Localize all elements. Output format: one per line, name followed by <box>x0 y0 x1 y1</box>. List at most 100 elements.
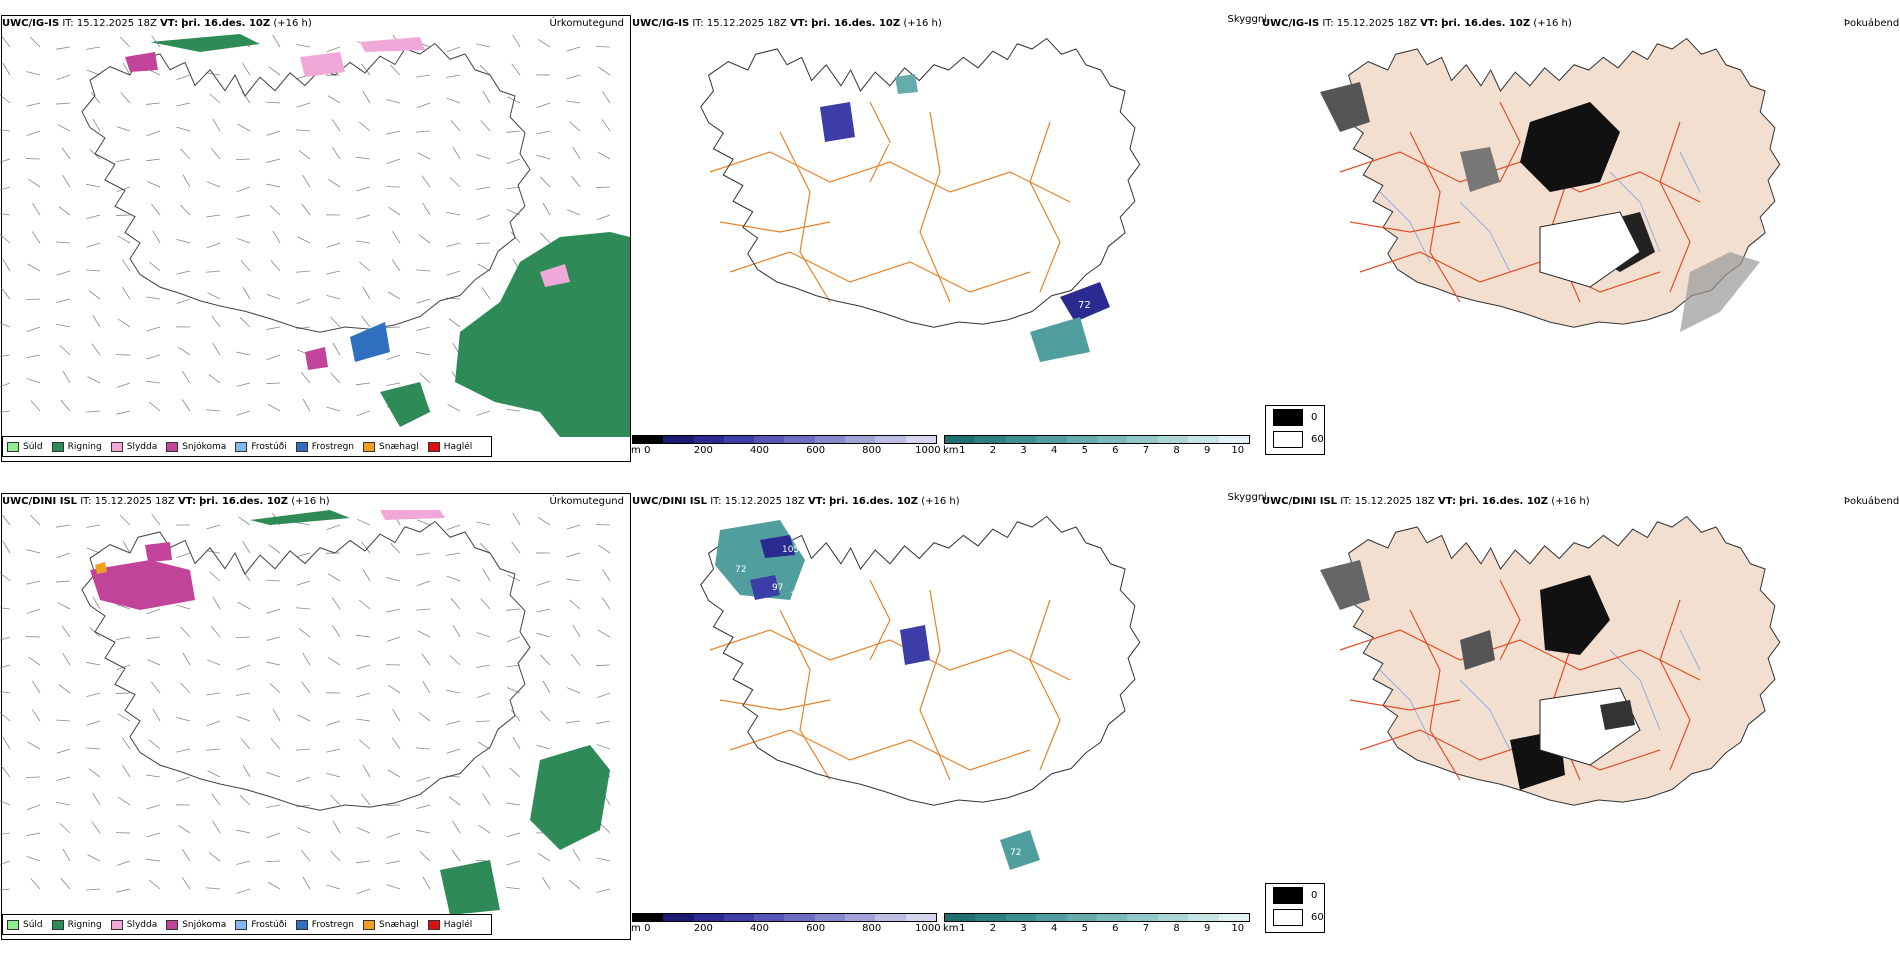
wind-barb <box>56 47 70 49</box>
wind-barb <box>567 525 580 529</box>
wind-barb <box>56 720 70 721</box>
wind-barb <box>296 44 310 47</box>
wind-barb <box>147 805 160 809</box>
snow-areas <box>125 52 328 370</box>
wind-barb <box>273 709 280 721</box>
wind-barb <box>32 231 40 243</box>
wind-barb <box>332 119 340 131</box>
wind-barb <box>61 400 70 411</box>
vis-value-label: 72 <box>1010 848 1021 858</box>
road <box>780 610 830 780</box>
wind-barb <box>602 119 610 131</box>
wind-barb <box>452 850 460 861</box>
colorbar-tick: 10 <box>1231 923 1244 934</box>
legend-item: Rigning <box>52 920 102 930</box>
it-label: IT: <box>1322 18 1333 29</box>
wind-barb <box>1 288 10 299</box>
wind-barb <box>206 693 220 695</box>
wind-barb <box>57 271 70 275</box>
wind-barb <box>392 231 400 243</box>
wind-barb <box>183 653 190 665</box>
wind-barb <box>243 287 250 299</box>
legend-item: Snjókoma <box>166 920 226 930</box>
wind-barb <box>56 581 70 582</box>
colorbar-strip <box>632 913 937 922</box>
wind-barb <box>56 242 70 243</box>
wind-barb <box>180 683 190 693</box>
wind-barb <box>56 103 70 104</box>
wind-barb <box>26 355 40 358</box>
fog-legend-label: 0 <box>1311 412 1317 423</box>
wind-barb <box>236 693 250 696</box>
wind-barb <box>117 861 130 866</box>
wind-barb <box>332 147 340 159</box>
wind-barb <box>240 317 250 327</box>
wind-barb <box>513 35 520 47</box>
panel-header: UWC/DINI ISL IT: 15.12.2025 18Z VT: þri.… <box>1262 496 1590 507</box>
wind-barb <box>59 207 70 215</box>
wind-barb <box>243 541 250 553</box>
wind-barb <box>420 373 430 383</box>
row-ig-is: UWC/IG-IS IT: 15.12.2025 18Z VT: þri. 16… <box>0 12 1900 482</box>
wind-barb <box>357 215 370 219</box>
wind-barb <box>118 319 130 327</box>
init-time: 15.12.2025 18Z <box>707 18 787 29</box>
colorbar-tick: 6 <box>1112 445 1118 456</box>
wind-barb <box>569 600 580 609</box>
legend-label: Snjókoma <box>182 442 226 452</box>
wind-barb <box>538 517 550 525</box>
wind-barb <box>543 203 550 215</box>
vt-label: VT: <box>1438 496 1456 507</box>
wind-barb <box>327 47 340 52</box>
wind-barb <box>507 861 520 865</box>
colorbar-unit: m <box>631 445 641 456</box>
it-label: IT: <box>62 18 73 29</box>
wind-barb <box>58 603 70 609</box>
wind-barb <box>3 63 10 75</box>
wind-barb <box>237 238 250 243</box>
wind-barb <box>0 355 10 357</box>
legend-label: Haglél <box>444 920 473 930</box>
wind-barb <box>63 653 70 665</box>
road <box>1030 600 1060 770</box>
wind-barb <box>386 131 400 134</box>
colorbar-tick: 3 <box>1020 923 1026 934</box>
wind-barb <box>147 833 160 837</box>
wind-barb <box>359 740 370 749</box>
wind-barb <box>122 737 130 749</box>
colorbar-tick: 8 <box>1173 445 1179 456</box>
legend-swatch <box>166 920 178 930</box>
wind-barb <box>356 241 370 243</box>
wind-barb <box>596 889 610 892</box>
wind-barb <box>303 399 310 411</box>
legend-label: Frostregn <box>312 920 354 930</box>
wind-barb <box>509 768 520 777</box>
wind-barb <box>207 721 220 726</box>
wind-barb <box>386 578 400 581</box>
wind-barb <box>416 75 430 77</box>
wind-barb <box>118 714 130 721</box>
wind-barb <box>511 232 520 243</box>
wind-barb <box>540 655 550 665</box>
wind-barb <box>356 861 370 863</box>
wind-barb <box>297 103 310 107</box>
wind-barb <box>30 37 40 47</box>
wind-barb <box>569 880 580 889</box>
wind-barb <box>3 737 10 749</box>
snow-areas <box>90 542 195 610</box>
legend-item: Slydda <box>111 920 157 930</box>
legend-swatch <box>363 442 375 452</box>
wind-barb <box>596 187 610 188</box>
wind-barb <box>566 579 580 581</box>
wind-barb <box>63 849 70 861</box>
wind-barb <box>303 653 310 665</box>
wind-barb <box>0 322 10 327</box>
wind-barb <box>326 295 340 299</box>
wind-barb <box>356 719 370 721</box>
wind-barb <box>207 525 220 529</box>
vt-label: VT: <box>790 18 808 29</box>
wind-barb <box>86 525 100 527</box>
wind-barb <box>602 597 610 609</box>
